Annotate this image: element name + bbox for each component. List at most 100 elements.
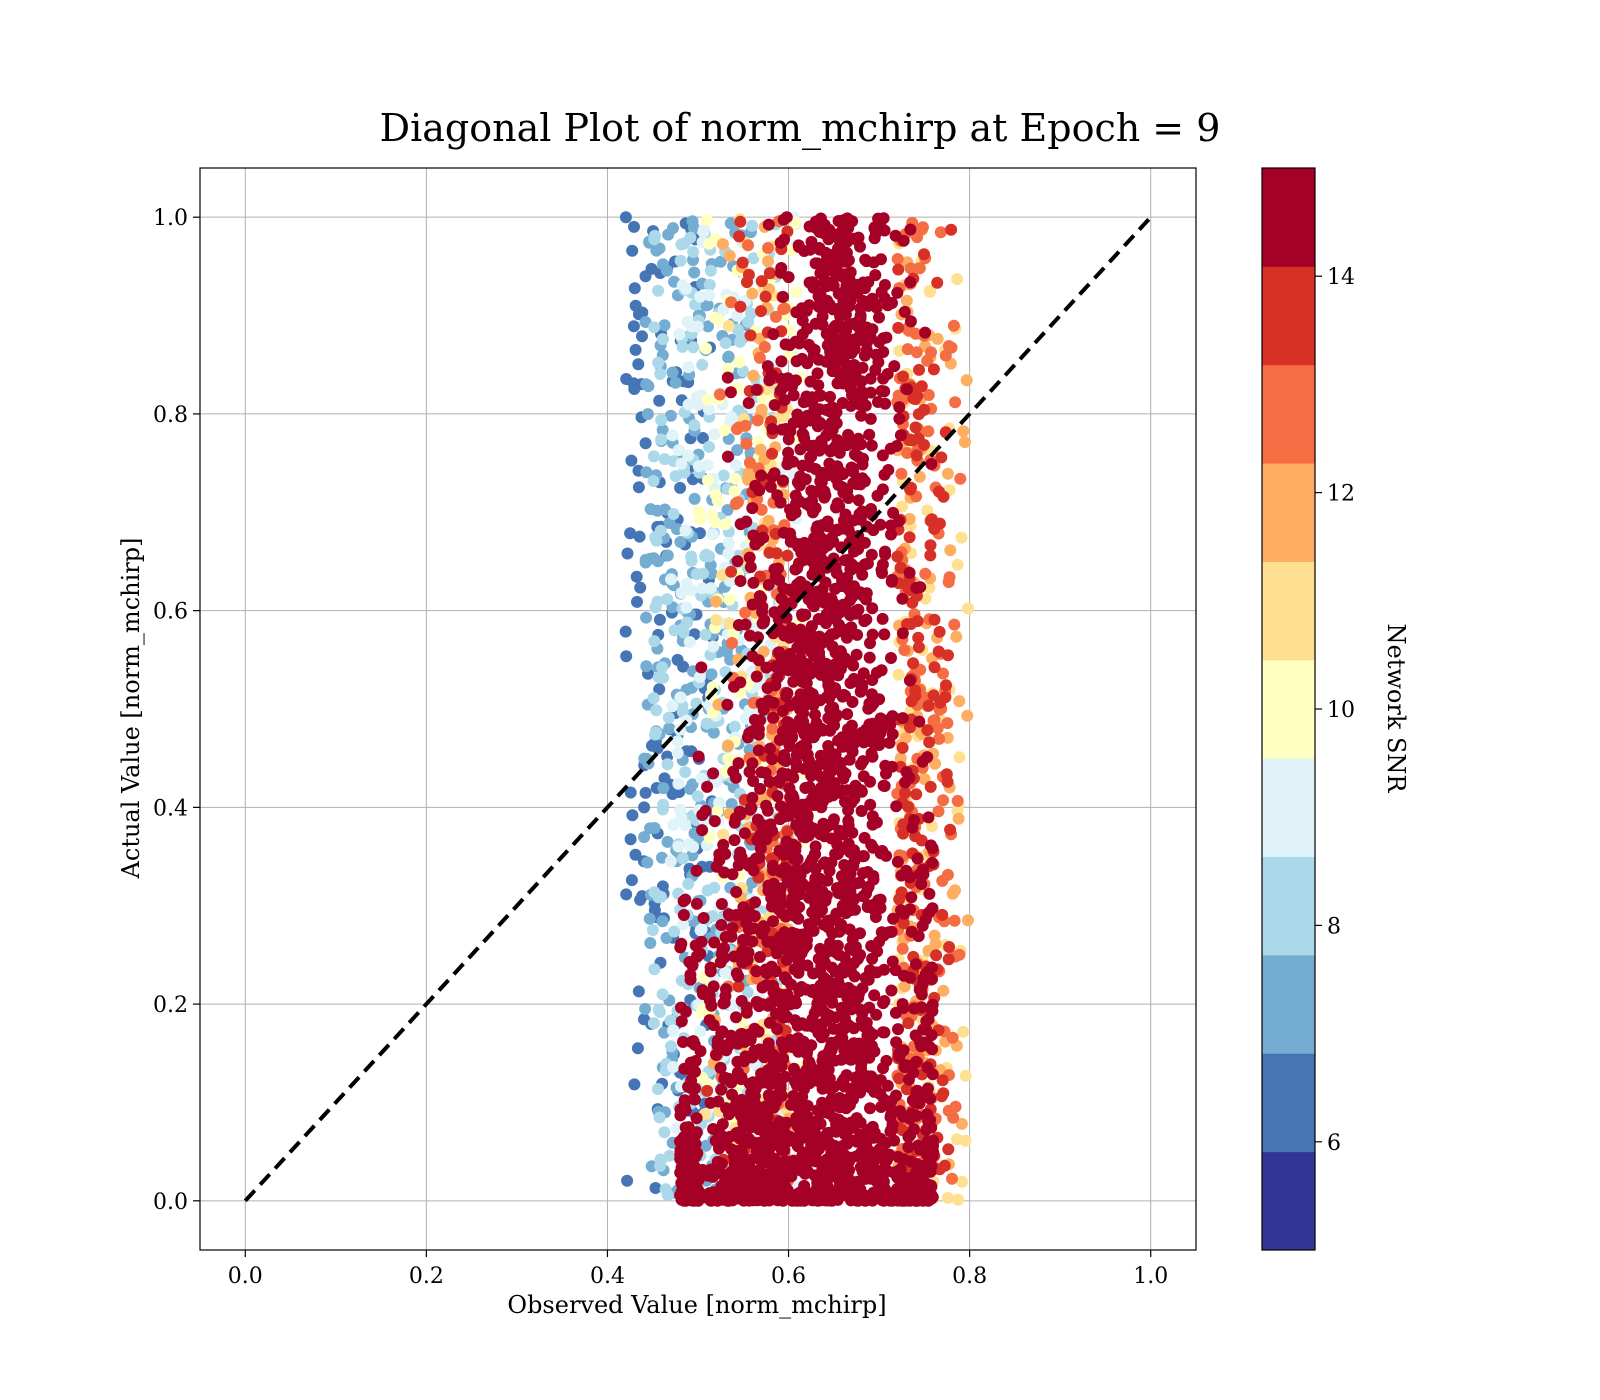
scatter-point <box>701 213 713 226</box>
colorbar-segment <box>1262 561 1315 661</box>
scatter-point <box>656 915 669 928</box>
scatter-point <box>935 451 948 464</box>
scatter-point <box>624 527 637 540</box>
scatter-point <box>923 736 936 749</box>
scatter-point <box>857 850 870 863</box>
scatter-point <box>761 682 774 694</box>
scatter-point <box>803 1058 816 1070</box>
scatter-point <box>824 345 837 358</box>
scatter-point <box>712 698 725 711</box>
scatter-point <box>828 266 841 278</box>
scatter-point <box>846 389 858 402</box>
scatter-point <box>767 328 780 341</box>
scatter-point <box>914 1143 927 1156</box>
scatter-point <box>829 848 842 860</box>
scatter-point <box>957 1025 970 1038</box>
scatter-point <box>937 794 950 807</box>
scatter-point <box>772 1194 785 1207</box>
scatter-point <box>926 856 939 869</box>
scatter-point <box>884 719 897 732</box>
scatter-point <box>691 790 704 803</box>
scatter-point <box>854 513 867 526</box>
scatter-point <box>733 230 746 243</box>
scatter-point <box>887 506 900 519</box>
scatter-point <box>723 1108 735 1121</box>
scatter-point <box>795 981 808 993</box>
scatter-point <box>670 1122 683 1135</box>
scatter-point <box>678 1062 691 1075</box>
scatter-point <box>815 552 828 565</box>
scatter-point <box>762 1074 775 1086</box>
scatter-point <box>665 1040 677 1053</box>
scatter-point <box>870 348 883 361</box>
scatter-point <box>792 884 805 896</box>
scatter-point <box>909 393 922 406</box>
scatter-point <box>774 236 787 249</box>
scatter-point <box>925 1029 938 1042</box>
scatter-point <box>707 980 720 993</box>
scatter-point <box>769 1176 782 1189</box>
scatter-point <box>634 581 647 594</box>
scatter-point <box>787 1089 800 1102</box>
scatter-point <box>689 1150 702 1163</box>
scatter-point <box>639 437 652 450</box>
scatter-point <box>913 363 925 376</box>
scatter-point <box>923 581 936 594</box>
scatter-point <box>848 343 861 356</box>
scatter-point <box>855 805 868 817</box>
scatter-point <box>809 1155 822 1168</box>
scatter-point <box>780 1010 793 1023</box>
scatter-point <box>867 256 880 269</box>
scatter-point <box>678 466 691 479</box>
scatter-point <box>686 778 699 791</box>
scatter-point <box>824 764 837 777</box>
scatter-point <box>716 238 729 251</box>
scatter-point <box>903 513 916 525</box>
scatter-point <box>674 254 687 267</box>
scatter-point <box>915 878 928 890</box>
scatter-point <box>704 961 717 974</box>
scatter-point <box>701 474 714 487</box>
scatter-point <box>656 988 669 1001</box>
scatter-point <box>815 434 828 447</box>
scatter-point <box>694 290 707 303</box>
scatter-point <box>901 383 913 396</box>
scatter-point <box>675 1185 688 1198</box>
scatter-point <box>625 874 638 887</box>
scatter-point <box>766 722 779 735</box>
scatter-point <box>947 319 960 332</box>
scatter-point <box>687 341 700 354</box>
scatter-point <box>790 756 803 769</box>
scatter-point <box>751 414 764 427</box>
scatter-point <box>914 868 926 880</box>
scatter-point <box>696 432 709 444</box>
scatter-point <box>711 1194 724 1207</box>
scatter-point <box>721 371 734 384</box>
scatter-point <box>767 1101 780 1114</box>
scatter-point <box>651 742 664 755</box>
x-tick-label: 0.0 <box>228 1264 263 1289</box>
scatter-point <box>767 877 780 890</box>
scatter-point <box>888 1134 901 1147</box>
scatter-point <box>871 489 884 502</box>
scatter-point <box>812 991 825 1003</box>
scatter-point <box>839 905 852 918</box>
scatter-point <box>878 385 891 398</box>
scatter-point <box>945 223 958 236</box>
scatter-point <box>735 995 748 1007</box>
scatter-point <box>783 782 796 795</box>
scatter-point <box>839 795 851 808</box>
scatter-point <box>696 824 709 837</box>
scatter-point <box>647 475 660 488</box>
scatter-point <box>791 408 804 421</box>
scatter-point <box>864 372 877 385</box>
scatter-point <box>703 831 716 844</box>
scatter-point <box>876 1026 889 1039</box>
scatter-point <box>749 896 762 909</box>
scatter-point <box>879 548 892 561</box>
scatter-point <box>656 661 669 674</box>
scatter-point <box>816 1055 829 1068</box>
scatter-point <box>776 474 789 487</box>
scatter-point <box>723 593 736 606</box>
scatter-point <box>646 924 659 936</box>
